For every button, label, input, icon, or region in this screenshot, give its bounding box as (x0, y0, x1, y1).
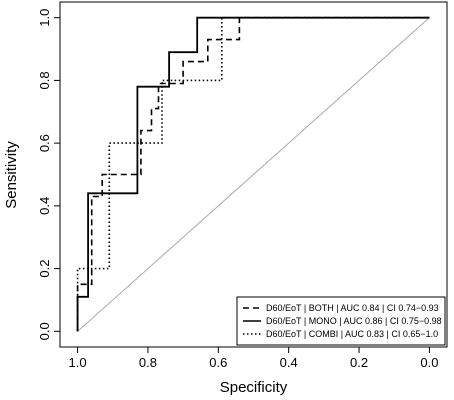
series-layer (76, 16, 430, 332)
y-axis-title: Sensitivity (3, 141, 20, 209)
x-axis: 1.0 0.8 0.6 0.4 0.2 0.0 (69, 347, 438, 370)
legend: D60/EoT | BOTH | AUC 0.84 | CI 0.74−0.93… (236, 296, 446, 346)
reference-layer (77, 17, 430, 332)
y-tick-label: 0.0 (37, 322, 52, 340)
y-tick-label: 0.6 (37, 134, 52, 152)
x-tick-label: 0.8 (139, 355, 157, 370)
y-tick-label: 0.2 (37, 260, 52, 278)
series-line-dashed (76, 16, 430, 332)
x-tick-label: 0.4 (280, 355, 298, 370)
legend-label: D60/EoT | BOTH | AUC 0.84 | CI 0.74−0.93 (266, 303, 439, 313)
legend-label: D60/EoT | COMBI | AUC 0.83 | CI 0.65−1.0 (266, 329, 438, 339)
x-axis-title: Specificity (220, 379, 288, 396)
x-tick-label: 0.2 (350, 355, 368, 370)
x-tick-label: 0.0 (420, 355, 438, 370)
x-tick-label: 1.0 (69, 355, 87, 370)
x-tick-label: 0.6 (209, 355, 227, 370)
legend-box (236, 296, 446, 346)
y-tick-label: 0.4 (37, 197, 52, 215)
y-tick-label: 1.0 (37, 9, 52, 27)
y-axis: 0.0 0.2 0.4 0.6 0.8 1.0 (37, 9, 60, 340)
y-tick-label: 0.8 (37, 71, 52, 89)
reference-diagonal (77, 17, 430, 332)
legend-label: D60/EoT | MONO | AUC 0.86 | CI 0.75−0.98 (266, 316, 442, 326)
series-line-solid (76, 16, 430, 332)
series-line-dotted (76, 16, 430, 332)
plot-frame (59, 1, 448, 348)
